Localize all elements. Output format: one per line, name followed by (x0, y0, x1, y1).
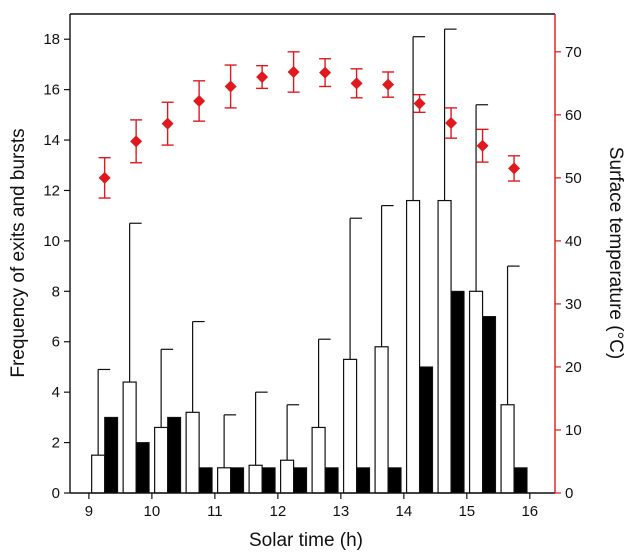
solid-bar (104, 416, 119, 494)
x-tick-label: 14 (395, 503, 412, 520)
solid-bar (387, 467, 402, 494)
temperature-point (319, 66, 332, 79)
y-tick-label: 12 (43, 182, 60, 199)
y2-tick-label: 40 (565, 233, 582, 250)
open-bar (91, 454, 106, 494)
axes-layer: 9 10 11 12 13 14 15 16 0 2 4 6 8 10 12 14 16 18 0 10 20 30 40 5… (43, 13, 582, 520)
solid-bar (450, 290, 465, 494)
y2-tick-label: 70 (565, 44, 582, 61)
y-tick-label: 4 (52, 384, 60, 401)
open-bar (437, 199, 452, 494)
open-bar (185, 411, 200, 494)
open-bar (468, 290, 484, 494)
x-tick-label: 12 (270, 503, 287, 520)
temperature-point (193, 94, 206, 107)
y2-tick-label: 20 (565, 359, 582, 376)
y-tick-label: 10 (43, 233, 60, 250)
open-bar (500, 404, 515, 494)
y2-tick-label: 60 (565, 107, 582, 124)
temperature-layer (98, 51, 521, 199)
open-bar (342, 358, 358, 494)
temperature-point (287, 65, 300, 78)
y2-tick-label: 0 (565, 485, 573, 502)
temperature-point (413, 97, 426, 110)
y2-tick-label: 50 (565, 170, 582, 187)
temperature-point (161, 117, 174, 130)
solid-bar (513, 467, 528, 494)
x-tick-label: 16 (521, 503, 538, 520)
open-bar (217, 467, 232, 494)
solid-bar (482, 316, 497, 494)
solid-bar (135, 442, 150, 494)
y-tick-label: 8 (52, 283, 60, 300)
solid-bar (261, 467, 276, 494)
open-bar (122, 381, 137, 494)
x-tick-label: 9 (85, 503, 93, 520)
solid-bar (198, 467, 213, 494)
temperature-point (256, 71, 269, 84)
temperature-point (476, 139, 489, 152)
open-bar (280, 459, 295, 494)
open-bar (374, 346, 389, 494)
solid-bar (324, 467, 339, 494)
y-tick-label: 16 (43, 82, 60, 99)
temperature-point (130, 135, 143, 148)
open-bar (311, 426, 326, 494)
temperature-point (382, 78, 395, 91)
y2-axis-title: Surface temperature (°C) (605, 147, 626, 359)
x-tick-label: 15 (458, 503, 475, 520)
x-tick-label: 13 (333, 503, 350, 520)
open-bar (154, 426, 169, 494)
temperature-point (98, 171, 111, 184)
y-axis-title: Frequency of exits and bursts (8, 128, 29, 377)
solid-bar (230, 467, 245, 494)
y-tick-label: 14 (43, 132, 60, 149)
y-tick-label: 6 (52, 334, 60, 351)
open-bar (405, 199, 421, 494)
solid-bar (293, 467, 308, 494)
y2-tick-label: 30 (565, 296, 582, 313)
solid-bar (167, 416, 182, 494)
solid-bar (419, 366, 434, 494)
x-tick-label: 10 (144, 503, 161, 520)
temperature-point (224, 80, 237, 93)
y-tick-label: 2 (52, 435, 60, 452)
temperature-point (445, 117, 458, 130)
x-tick-label: 11 (207, 503, 223, 520)
y-tick-label: 18 (43, 31, 60, 48)
y-tick-label: 0 (52, 485, 60, 502)
solid-bar (356, 467, 371, 494)
y2-tick-label: 10 (565, 422, 582, 439)
x-axis-title: Solar time (h) (249, 530, 363, 551)
temperature-point (508, 162, 521, 175)
bars-layer (91, 28, 528, 494)
open-bar (248, 464, 263, 494)
temperature-point (350, 77, 363, 90)
